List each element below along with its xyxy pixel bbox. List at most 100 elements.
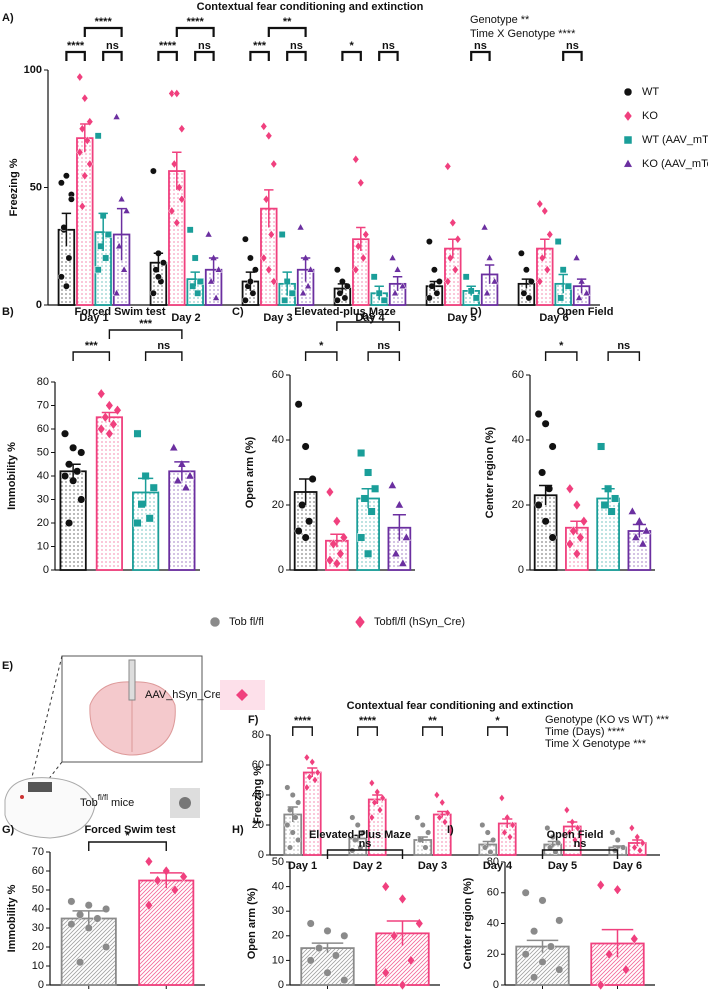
- significance-bracket: [286, 50, 307, 61]
- data-point: [563, 805, 570, 815]
- data-point: [340, 976, 349, 985]
- data-point: [534, 409, 543, 419]
- mouse: [4, 777, 96, 839]
- data-point: [57, 273, 65, 281]
- data-point: [306, 772, 313, 782]
- data-point: [394, 499, 404, 509]
- error-bar: [61, 212, 72, 247]
- bar: [168, 170, 186, 306]
- data-point: [536, 199, 544, 209]
- error-bar: [374, 285, 384, 301]
- y-tick-label: 0: [38, 979, 44, 991]
- data-point: [249, 289, 257, 297]
- data-point: [439, 798, 446, 807]
- data-point: [311, 775, 319, 785]
- data-point: [77, 495, 86, 504]
- data-point: [77, 448, 86, 457]
- data-point: [546, 229, 554, 240]
- significance-bracket: [541, 849, 619, 859]
- data-point: [196, 278, 204, 285]
- y-axis-label: Center region (%): [462, 877, 474, 969]
- data-point: [309, 757, 316, 767]
- y-tick-label: 20: [252, 819, 264, 831]
- data-point: [388, 253, 397, 261]
- chart-title: Elevated-Plus Maze: [309, 829, 411, 841]
- significance-label: ***: [253, 40, 267, 52]
- data-point: [241, 235, 249, 243]
- data-point: [303, 783, 310, 792]
- error-bar: [386, 920, 419, 946]
- data-point: [117, 194, 126, 203]
- data-point: [487, 848, 494, 856]
- data-point: [294, 400, 303, 409]
- error-bar: [337, 283, 348, 294]
- data-point: [444, 276, 452, 287]
- y-axis-label: Open arm (%): [246, 887, 258, 959]
- data-point: [325, 486, 334, 498]
- legend-label: KO: [642, 110, 658, 122]
- error-bar: [190, 271, 200, 287]
- data-point: [359, 253, 367, 263]
- y-axis-label: Immobility %: [6, 442, 18, 510]
- chart-title: Contextual fear conditioning and extinct…: [347, 700, 574, 712]
- data-point: [329, 538, 338, 550]
- data-point: [179, 871, 188, 883]
- data-point: [154, 273, 162, 281]
- y-tick-label: 20: [512, 499, 524, 511]
- significance-label: ****: [359, 715, 377, 727]
- data-point: [112, 112, 121, 120]
- x-tick-label: Day 5: [447, 312, 476, 324]
- data-point: [549, 833, 556, 841]
- significance-bracket: [249, 50, 270, 61]
- data-point: [168, 206, 176, 216]
- significance-label: *: [559, 340, 564, 352]
- y-tick-label: 60: [252, 759, 264, 771]
- data-point: [636, 846, 644, 855]
- error-bar: [98, 212, 108, 251]
- y-tick-label: 40: [37, 470, 49, 482]
- y-axis-label: Freezing %: [8, 158, 20, 216]
- error-bar: [174, 461, 190, 481]
- significance-bracket: [144, 351, 183, 361]
- significance-bracket: [422, 726, 443, 736]
- data-point: [415, 918, 424, 929]
- data-point: [260, 121, 268, 131]
- significance-label: ns: [106, 40, 119, 52]
- data-point: [278, 231, 286, 238]
- data-point: [422, 844, 429, 851]
- chart-title: Forced Swim test: [74, 306, 165, 318]
- data-point: [530, 927, 539, 936]
- data-point: [364, 549, 373, 558]
- data-point: [425, 294, 433, 302]
- significance-label: ****: [187, 16, 205, 28]
- y-tick-label: 0: [518, 564, 524, 576]
- data-point: [371, 798, 378, 807]
- significance-label: *: [349, 40, 354, 52]
- error-bar: [392, 276, 403, 291]
- data-point: [521, 888, 530, 897]
- error-bar: [138, 477, 154, 507]
- data-point: [332, 558, 341, 569]
- legend-label: WT: [642, 86, 659, 98]
- significance-bracket: [336, 321, 401, 331]
- data-point: [389, 930, 399, 942]
- data-point: [441, 817, 449, 827]
- significance-bracket: [102, 50, 123, 61]
- error-bar: [116, 207, 127, 261]
- data-point: [449, 218, 457, 228]
- data-point: [444, 161, 452, 171]
- mouse-name: Tob: [80, 797, 98, 809]
- data-point: [325, 554, 334, 566]
- significance-bracket: [357, 726, 378, 736]
- data-point: [538, 957, 547, 966]
- mouse-genotype: fl/fl: [98, 793, 108, 802]
- chart-title: Forced Swim test: [84, 824, 175, 836]
- data-point: [621, 964, 631, 975]
- data-point: [339, 532, 348, 543]
- data-point: [267, 229, 275, 240]
- data-point: [352, 265, 360, 275]
- data-point: [609, 829, 616, 836]
- data-point: [289, 791, 296, 799]
- error-bar: [300, 257, 311, 282]
